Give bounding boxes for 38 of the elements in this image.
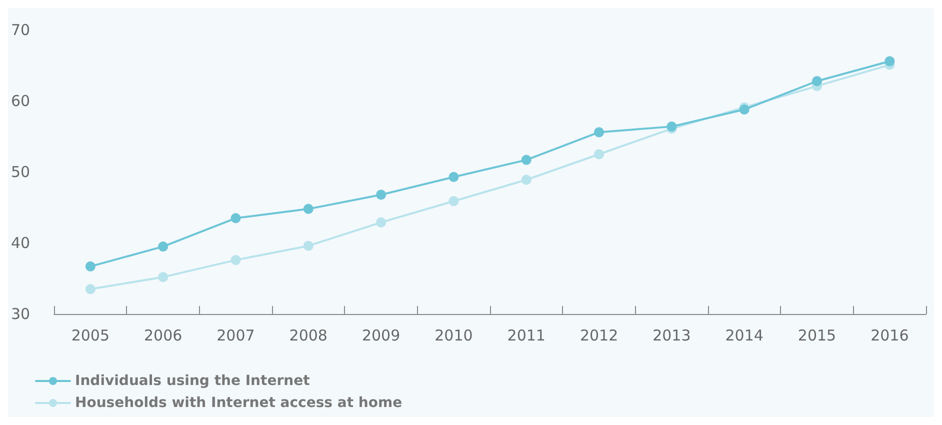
x-tick-label: 2015 <box>798 326 836 344</box>
y-tick-label: 40 <box>10 234 30 252</box>
point <box>85 284 96 294</box>
point <box>521 174 532 185</box>
x-tick-label: 2005 <box>71 326 110 344</box>
y-tick-label: 70 <box>10 21 30 39</box>
legend-label: Individuals using the Internet <box>75 373 310 389</box>
point <box>812 76 822 86</box>
point <box>376 190 386 200</box>
point <box>739 104 750 115</box>
x-tick-label: 2010 <box>434 326 473 344</box>
x-tick-label: 2012 <box>580 326 618 344</box>
y-tick-label: 30 <box>10 305 30 323</box>
x-tick-label: 2006 <box>144 326 182 344</box>
point <box>303 204 314 214</box>
legend-label: Households with Internet access at home <box>75 395 402 411</box>
point <box>85 261 96 272</box>
y-tick-label: 60 <box>10 92 30 110</box>
x-tick-label: 2009 <box>362 326 400 344</box>
point <box>230 255 241 266</box>
point <box>448 196 459 206</box>
y-tick-label: 50 <box>10 163 30 181</box>
point <box>158 242 168 252</box>
point <box>594 149 604 160</box>
point <box>521 154 532 165</box>
point <box>303 240 314 251</box>
point <box>884 56 895 66</box>
point <box>594 127 604 138</box>
point <box>448 172 459 182</box>
x-tick-label: 2008 <box>289 326 328 344</box>
x-tick-label: 2007 <box>216 326 255 344</box>
point <box>158 272 168 282</box>
point <box>230 213 241 224</box>
x-tick-label: 2013 <box>652 326 691 344</box>
point <box>376 217 386 228</box>
x-tick-label: 2014 <box>725 326 764 344</box>
x-tick-label: 2016 <box>870 326 909 344</box>
x-tick-label: 2011 <box>507 326 546 344</box>
